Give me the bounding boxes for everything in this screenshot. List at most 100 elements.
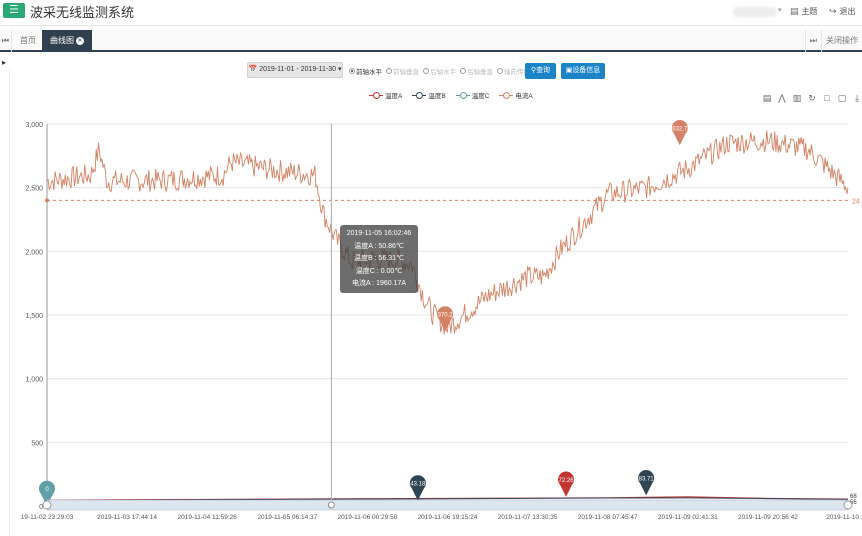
tooltip-temp-a: 温度A : 50.86℃ — [354, 242, 404, 250]
legend-item-temp-b[interactable]: 温度B — [412, 90, 446, 100]
caret-down-icon: ▾ — [337, 66, 342, 73]
query-label: 查询 — [536, 67, 551, 74]
chart-tooltip: 2019-11-05 16:02:46 温度A : 50.86℃ 温度B : 5… — [340, 225, 418, 293]
mark-point-label: 1370.25 — [434, 313, 456, 319]
x-tick-label: 2019-11-06 00:29:50 — [337, 514, 397, 521]
query-button[interactable]: ⚲查询 — [525, 63, 556, 79]
mark-point-pin[interactable]: 43.18 — [409, 475, 426, 501]
y-tick-label: 500 — [31, 440, 43, 447]
date-range-value: 2019-11-01 - 2019-11-30 — [259, 66, 336, 73]
chart-toolbox: ▤ ⋀ ▥ ↻ □ ▢ ⤓ — [762, 93, 862, 103]
data-view-icon[interactable]: ▤ — [762, 93, 772, 103]
top-header: ☰ 波采无线监测系统 ▾ ▤ 主题 ↪ 退出 — [0, 0, 862, 26]
menu-icon[interactable]: ☰ — [3, 3, 25, 18]
mark-point-pin[interactable]: 2832.73 — [669, 120, 691, 146]
mark-point-shape — [638, 470, 655, 496]
x-tick-label: 2019-11-07 13:30:35 — [498, 514, 558, 521]
mark-point-pin[interactable]: 0 — [39, 480, 55, 506]
theme-button[interactable]: ▤ 主题 — [790, 6, 818, 17]
mark-point-label: 2832.73 — [669, 126, 691, 132]
radio-dot — [460, 68, 466, 74]
radio-label: 前轴水平 — [356, 69, 382, 76]
mark-point-pin[interactable]: 1370.25 — [434, 306, 457, 332]
mark-point-label: 0 — [45, 487, 49, 493]
radio-label: 前轴垂直 — [393, 69, 419, 76]
mark-point-pin[interactable]: 83.71 — [638, 470, 655, 496]
legend-label: 温度C — [471, 93, 490, 100]
line-chart-icon[interactable]: ⋀ — [778, 93, 786, 103]
radio-dot — [349, 68, 355, 74]
legend-label: 温度A — [385, 93, 403, 100]
zoom-icon[interactable]: □ — [824, 93, 830, 103]
user-name[interactable] — [733, 7, 777, 17]
logout-button[interactable]: ↪ 退出 — [829, 6, 856, 17]
mark-point-shape — [437, 306, 454, 332]
legend-item-current-a[interactable]: 电流A — [499, 90, 533, 100]
x-tick-label: 2019-11-05 06:14:37 — [257, 514, 317, 521]
x-tick-label: 2019-11-06 19:15:24 — [418, 514, 478, 521]
tooltip-temp-c: 温度C : 0.00℃ — [355, 267, 403, 275]
download-icon[interactable]: ⤓ — [855, 93, 859, 103]
radio-rear-horizontal[interactable]: 后轴水平 — [423, 66, 456, 76]
app-title: 波采无线监测系统 — [30, 5, 135, 20]
caret-right-icon[interactable]: ▸ — [2, 58, 7, 67]
legend-item-temp-c[interactable]: 温度C — [455, 90, 490, 100]
device-info-button[interactable]: ▣设备信息 — [561, 63, 605, 79]
mark-point-shape — [558, 471, 575, 497]
legend-label: 电流A — [515, 93, 533, 100]
radio-label: 轴向传振 — [504, 69, 530, 76]
logout-label: 退出 — [839, 7, 856, 16]
x-tick-label: 2019-11-09 20:56:42 — [738, 514, 798, 521]
x-tick-label: 2019-11-10 15: — [826, 514, 862, 521]
radio-axial[interactable]: 轴向传振 — [497, 66, 530, 76]
legend-marker — [455, 92, 470, 99]
theme-icon: ▤ — [790, 6, 799, 16]
mark-point-shape — [671, 120, 688, 146]
y-tick-label: 0 — [39, 504, 43, 511]
radio-front-horizontal[interactable]: 前轴水平 — [349, 66, 382, 76]
tab-bar: ⏮ 首页 曲线图 ✕ ⏭ 关闭操作 — [0, 30, 862, 52]
restore-icon[interactable]: ↻ — [808, 93, 816, 103]
legend-marker — [499, 92, 514, 99]
tab-home[interactable]: 首页 — [20, 36, 36, 45]
axis-radio-group: 前轴水平 前轴垂直 后轴水平 后轴垂直 轴向传振 — [349, 66, 530, 76]
y-tick-label: 2,500 — [25, 186, 43, 193]
tab-scroll-right-icon[interactable]: ⏭ — [804, 30, 821, 52]
calendar-icon: 📅 — [248, 66, 258, 73]
right-value-label: 56 — [850, 500, 857, 506]
x-tick-label: 2019-11-04 11:59:26 — [177, 514, 237, 521]
left-divider — [9, 70, 10, 536]
tab-curve[interactable]: 曲线图 ✕ — [42, 30, 92, 52]
y-tick-label: 1,500 — [25, 313, 43, 320]
mark-point-pin[interactable]: 72.26 — [558, 471, 575, 497]
chevron-down-icon[interactable]: ▾ — [778, 7, 782, 14]
mark-point-label: 72.26 — [559, 478, 575, 484]
x-tick-label: 2019-11-03 17:44:14 — [97, 514, 157, 521]
tooltip-current-a: 电流A : 1960.17A — [351, 280, 407, 287]
zoom-handle-right — [843, 500, 853, 510]
radio-rear-vertical[interactable]: 后轴垂直 — [460, 66, 493, 76]
logout-icon: ↪ — [829, 6, 837, 16]
close-operations-button[interactable]: 关闭操作 — [821, 30, 862, 52]
zoom-reset-icon[interactable]: ▢ — [837, 93, 847, 103]
radio-dot — [497, 68, 503, 74]
line-chart[interactable]: 3,000 2,500 2,000 1,500 1,000 500 0 19-11-02 23… — [0, 110, 862, 536]
series-current-a-line — [46, 130, 849, 335]
tab-scroll-left-icon[interactable]: ⏮ — [0, 30, 12, 52]
legend-item-temp-a[interactable]: 温度A — [369, 90, 402, 100]
close-icon[interactable]: ✕ — [76, 36, 84, 45]
tooltip-temp-b: 温度B : 56.31℃ — [354, 255, 404, 262]
mark-point-shape — [39, 480, 55, 506]
x-tick-label: 2019-11-09 02:41:31 — [658, 514, 718, 521]
tab-right-controls: ⏭ 关闭操作 — [804, 30, 862, 52]
x-tick-label: 19-11-02 23:29:03 — [21, 514, 74, 521]
image-icon: ▣ — [565, 67, 573, 74]
bar-chart-icon[interactable]: ▥ — [792, 93, 802, 103]
date-range-picker[interactable]: 📅 2019-11-01 - 2019-11-30 ▾ — [247, 62, 343, 78]
y-tick-label: 2,000 — [25, 249, 43, 256]
search-icon: ⚲ — [530, 67, 537, 74]
radio-label: 后轴垂直 — [467, 69, 493, 76]
device-info-label: 设备信息 — [572, 67, 601, 74]
radio-dot — [386, 68, 392, 74]
radio-front-vertical[interactable]: 前轴垂直 — [386, 66, 419, 76]
